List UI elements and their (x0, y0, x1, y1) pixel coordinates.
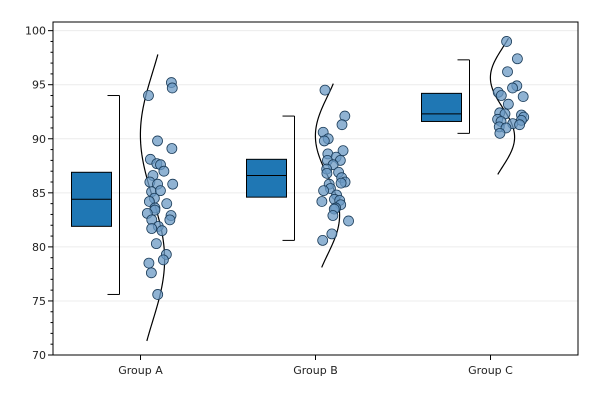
data-point (336, 119, 348, 131)
box-iqr (246, 158, 287, 198)
boxplot-group-b (246, 115, 295, 241)
x-tick-label: Group C (468, 364, 513, 377)
data-point (164, 214, 176, 226)
data-point (145, 267, 157, 279)
data-point (512, 53, 523, 65)
data-point (501, 36, 513, 47)
data-point (337, 145, 349, 157)
y-tick-label: 90 (32, 133, 46, 146)
data-point (318, 135, 330, 147)
data-point (161, 198, 173, 210)
data-point (318, 185, 330, 197)
data-point (155, 185, 166, 197)
boxplots (71, 59, 470, 295)
boxplot-group-a (71, 95, 120, 295)
box-iqr (421, 92, 462, 122)
gridlines (53, 30, 578, 356)
data-point (321, 167, 333, 179)
axes: 70 75 80 85 90 95 100 Group A Group B Group C (25, 25, 513, 377)
x-tick-label: Group A (118, 364, 163, 377)
y-tick-label: 80 (32, 241, 46, 254)
data-point (143, 257, 155, 269)
data-point (327, 210, 339, 221)
data-point (158, 165, 170, 177)
jitter-points (141, 36, 530, 300)
data-point (143, 90, 154, 101)
data-point (152, 135, 163, 147)
data-point (152, 289, 164, 300)
data-point (502, 66, 513, 78)
data-point (495, 90, 507, 101)
data-point (502, 98, 514, 110)
data-point (343, 215, 354, 227)
data-point (146, 223, 158, 234)
data-point (494, 127, 506, 139)
y-tick-label: 75 (32, 295, 46, 308)
x-tick-label: Group B (293, 364, 338, 377)
data-point (335, 177, 347, 189)
data-point (319, 84, 331, 96)
y-tick-label: 95 (32, 79, 46, 92)
y-tick-label: 100 (25, 25, 46, 38)
data-point (316, 196, 328, 207)
y-tick-label: 85 (32, 187, 46, 200)
plot-frame (52, 21, 579, 356)
data-point (150, 238, 162, 250)
data-point (157, 254, 169, 266)
y-tick-label: 70 (32, 349, 46, 362)
data-point (514, 119, 525, 131)
density-curve-group-c (489, 37, 516, 175)
data-point (156, 225, 168, 237)
data-point (166, 82, 178, 94)
data-point (317, 234, 329, 246)
data-point (517, 91, 529, 102)
data-point (507, 82, 518, 94)
boxplot-group-c (421, 59, 470, 134)
data-point (167, 178, 179, 190)
data-point (166, 143, 178, 154)
data-point (326, 228, 338, 240)
